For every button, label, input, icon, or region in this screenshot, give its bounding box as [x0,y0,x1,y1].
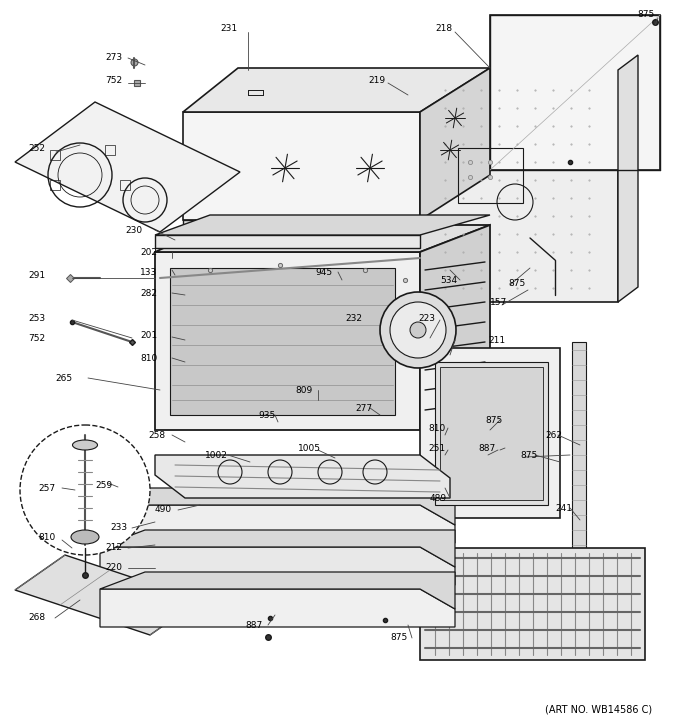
Text: 875: 875 [485,415,503,425]
Polygon shape [155,235,420,248]
Text: 202: 202 [140,247,157,257]
Circle shape [20,425,150,555]
Polygon shape [420,348,560,518]
Text: 133: 133 [140,268,157,276]
Text: 809: 809 [295,386,312,394]
Polygon shape [100,488,455,525]
Text: 875: 875 [390,634,407,642]
Polygon shape [490,15,660,170]
Polygon shape [155,215,490,235]
Text: 945: 945 [315,268,332,276]
Text: 253: 253 [28,313,45,323]
Polygon shape [572,342,586,558]
Circle shape [390,302,446,358]
Polygon shape [170,268,395,415]
Polygon shape [155,225,490,252]
Text: 265: 265 [55,373,72,383]
Text: 258: 258 [148,431,165,439]
Bar [458,148,523,203]
Bar [120,180,130,190]
Text: 752: 752 [28,334,45,342]
Text: 223: 223 [418,313,435,323]
Text: 887: 887 [478,444,495,452]
Polygon shape [100,530,455,567]
Circle shape [410,322,426,338]
Polygon shape [440,367,543,500]
Polygon shape [420,548,645,660]
Text: 291: 291 [28,270,45,280]
Text: 1002: 1002 [205,450,228,460]
Text: 1005: 1005 [298,444,321,452]
Text: 875: 875 [508,278,525,288]
Text: 810: 810 [428,423,445,433]
Text: 259: 259 [95,481,112,489]
Polygon shape [428,70,618,302]
Polygon shape [183,68,490,112]
Text: 232: 232 [345,313,362,323]
Polygon shape [183,112,420,220]
Text: 875: 875 [520,450,537,460]
Bar [50,150,60,160]
Ellipse shape [73,440,97,450]
Text: 201: 201 [140,331,157,339]
Polygon shape [435,362,548,505]
Text: 251: 251 [428,444,445,452]
Text: 219: 219 [368,75,385,85]
Polygon shape [618,55,638,302]
Text: 231: 231 [220,23,237,33]
Polygon shape [15,555,200,635]
Text: 252: 252 [28,144,45,152]
Text: 211: 211 [488,336,505,344]
Text: 233: 233 [110,523,127,532]
Polygon shape [420,68,490,220]
Bar [105,145,115,155]
Polygon shape [155,455,450,498]
Text: 262: 262 [545,431,562,439]
Text: 277: 277 [355,404,372,413]
Polygon shape [100,589,455,627]
Polygon shape [100,572,455,609]
Polygon shape [420,225,490,430]
Text: 212: 212 [105,544,122,552]
Text: 534: 534 [440,276,457,284]
Text: 241: 241 [555,503,572,513]
Text: 490: 490 [155,505,172,515]
Text: 887: 887 [245,621,262,629]
Polygon shape [155,252,420,430]
Text: 875: 875 [637,9,654,19]
Text: 935: 935 [258,410,275,420]
Bar [50,180,60,190]
Text: 257: 257 [38,484,55,492]
Text: 273: 273 [105,52,122,62]
Ellipse shape [71,530,99,544]
Circle shape [380,292,456,368]
Text: 282: 282 [140,289,157,297]
Text: 230: 230 [125,225,142,234]
Text: 752: 752 [105,75,122,85]
Polygon shape [100,547,455,585]
Text: 810: 810 [38,534,55,542]
Text: 268: 268 [28,613,45,623]
Text: 489: 489 [430,494,447,502]
Text: 157: 157 [490,297,507,307]
Polygon shape [100,505,455,543]
Polygon shape [15,102,240,232]
Text: 218: 218 [435,23,452,33]
Text: (ART NO. WB14586 C): (ART NO. WB14586 C) [545,705,652,715]
Text: 220: 220 [105,563,122,573]
Polygon shape [183,220,420,235]
Text: 810: 810 [140,354,157,362]
